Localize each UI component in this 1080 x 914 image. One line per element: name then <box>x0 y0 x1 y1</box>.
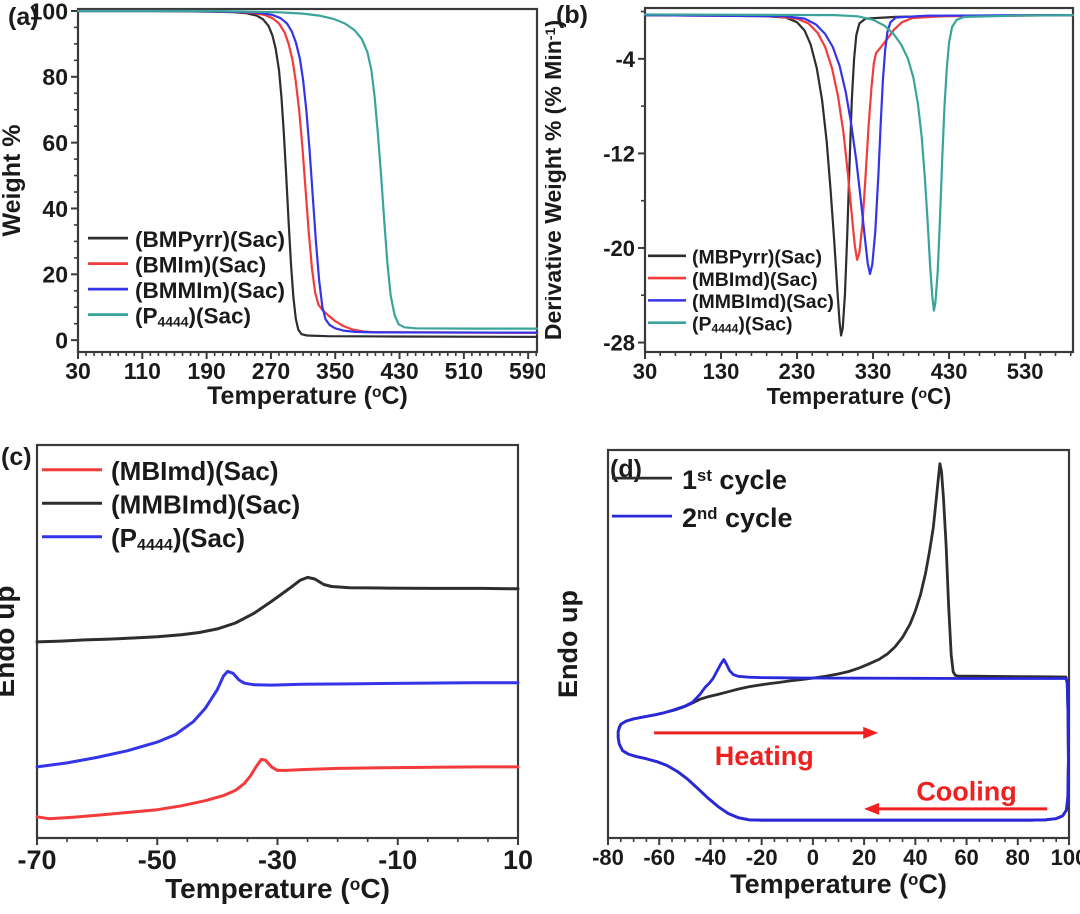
svg-text:-10: -10 <box>378 845 417 875</box>
svg-text:0: 0 <box>55 327 68 353</box>
svg-text:Weight %: Weight % <box>0 124 26 236</box>
svg-text:Cooling: Cooling <box>916 777 1016 807</box>
svg-text:-70: -70 <box>17 845 56 875</box>
svg-text:-20: -20 <box>746 845 778 870</box>
svg-text:430: 430 <box>380 358 418 384</box>
svg-text:130: 130 <box>703 359 740 384</box>
svg-text:-40: -40 <box>695 845 727 870</box>
svg-text:590: 590 <box>509 358 545 384</box>
svg-text:100: 100 <box>1051 845 1080 870</box>
svg-text:-50: -50 <box>138 845 177 875</box>
panel-a-tga-chart: 30 110 190 270 350 430 510 590 0 20 40 60 80 100 Tempe… <box>0 0 545 430</box>
svg-text:Heating: Heating <box>715 741 814 771</box>
svg-text:1st cycle: 1st cycle <box>682 465 787 495</box>
svg-text:(MMBImd)(Sac): (MMBImd)(Sac) <box>692 291 834 313</box>
svg-text:430: 430 <box>931 359 968 384</box>
svg-text:190: 190 <box>187 358 225 384</box>
svg-text:Endo up: Endo up <box>0 586 20 698</box>
svg-text:230: 230 <box>779 359 816 384</box>
svg-text:-12: -12 <box>603 141 635 166</box>
panel-c-letter: (c) <box>1 443 32 471</box>
svg-text:60: 60 <box>954 845 978 870</box>
svg-text:20: 20 <box>852 845 876 870</box>
dsc-heating-cooling-cycles-plot: -80 -60 -40 -20 0 20 40 60 80 100 Temperature (oC)… <box>553 448 1080 899</box>
svg-text:Derivative Weight % (% Min-1): Derivative Weight % (% Min-1) <box>545 20 566 340</box>
svg-text:(MBImd)(Sac): (MBImd)(Sac) <box>692 269 818 291</box>
svg-text:(BMMIm)(Sac): (BMMIm)(Sac) <box>135 278 285 303</box>
svg-text:80: 80 <box>1006 845 1030 870</box>
panel-a-letter: (a) <box>8 3 39 31</box>
svg-text:Temperature (oC): Temperature (oC) <box>165 873 390 904</box>
panel-b-dtg-chart: 30 130 230 330 430 530 -4 -12 -20 -28 Temperature … <box>545 0 1080 430</box>
svg-text:-60: -60 <box>643 845 675 870</box>
svg-text:(BMPyrr)(Sac): (BMPyrr)(Sac) <box>135 227 285 252</box>
svg-text:2nd cycle: 2nd cycle <box>682 503 793 533</box>
derivative-weight-plot: 30 130 230 330 430 530 -4 -12 -20 -28 Temperature … <box>545 6 1075 409</box>
svg-text:30: 30 <box>633 359 657 384</box>
svg-text:40: 40 <box>903 845 927 870</box>
svg-text:-80: -80 <box>592 845 624 870</box>
svg-text:(P4444)(Sac): (P4444)(Sac) <box>135 304 251 330</box>
svg-text:10: 10 <box>503 845 533 875</box>
svg-text:-30: -30 <box>258 845 297 875</box>
svg-text:330: 330 <box>855 359 892 384</box>
svg-text:100: 100 <box>30 0 68 24</box>
svg-text:(BMIm)(Sac): (BMIm)(Sac) <box>135 253 266 278</box>
svg-text:80: 80 <box>42 64 68 90</box>
panel-c-dsc-chart: -70 -50 -30 -10 10 Temperature (oC) Endo up (MB… <box>0 430 545 914</box>
svg-text:Temperature (oC): Temperature (oC) <box>730 869 947 899</box>
svg-text:-20: -20 <box>603 236 635 261</box>
svg-text:(P4444)(Sac): (P4444)(Sac) <box>692 313 793 335</box>
panel-b-letter: (b) <box>556 1 588 29</box>
svg-text:270: 270 <box>252 358 290 384</box>
panel-d-dsc-cycles-chart: -80 -60 -40 -20 0 20 40 60 80 100 Temperature (oC)… <box>545 430 1080 914</box>
svg-text:-4: -4 <box>615 47 635 72</box>
svg-text:0: 0 <box>807 845 819 870</box>
svg-text:Temperature (oC): Temperature (oC) <box>207 382 408 410</box>
svg-text:110: 110 <box>124 358 161 384</box>
svg-text:(MBPyrr)(Sac): (MBPyrr)(Sac) <box>692 247 822 269</box>
svg-text:(P4444)(Sac): (P4444)(Sac) <box>111 523 245 554</box>
svg-text:-28: -28 <box>603 330 635 355</box>
svg-text:30: 30 <box>65 358 91 384</box>
svg-text:20: 20 <box>42 262 68 288</box>
svg-text:510: 510 <box>445 358 483 384</box>
svg-text:40: 40 <box>42 196 68 222</box>
svg-text:(MBImd)(Sac): (MBImd)(Sac) <box>111 456 279 486</box>
svg-text:Endo up: Endo up <box>553 590 583 698</box>
svg-text:Temperature (oC): Temperature (oC) <box>767 383 952 409</box>
svg-text:530: 530 <box>1007 359 1044 384</box>
svg-text:(MMBImd)(Sac): (MMBImd)(Sac) <box>111 490 300 520</box>
dsc-glass-transition-plot: -70 -50 -30 -10 10 Temperature (oC) Endo up (MB… <box>0 443 533 904</box>
tga-weight-loss-plot: 30 110 190 270 350 430 510 590 0 20 40 60 80 100 Tempe… <box>0 0 545 410</box>
svg-text:350: 350 <box>316 358 354 384</box>
svg-text:60: 60 <box>42 130 68 156</box>
